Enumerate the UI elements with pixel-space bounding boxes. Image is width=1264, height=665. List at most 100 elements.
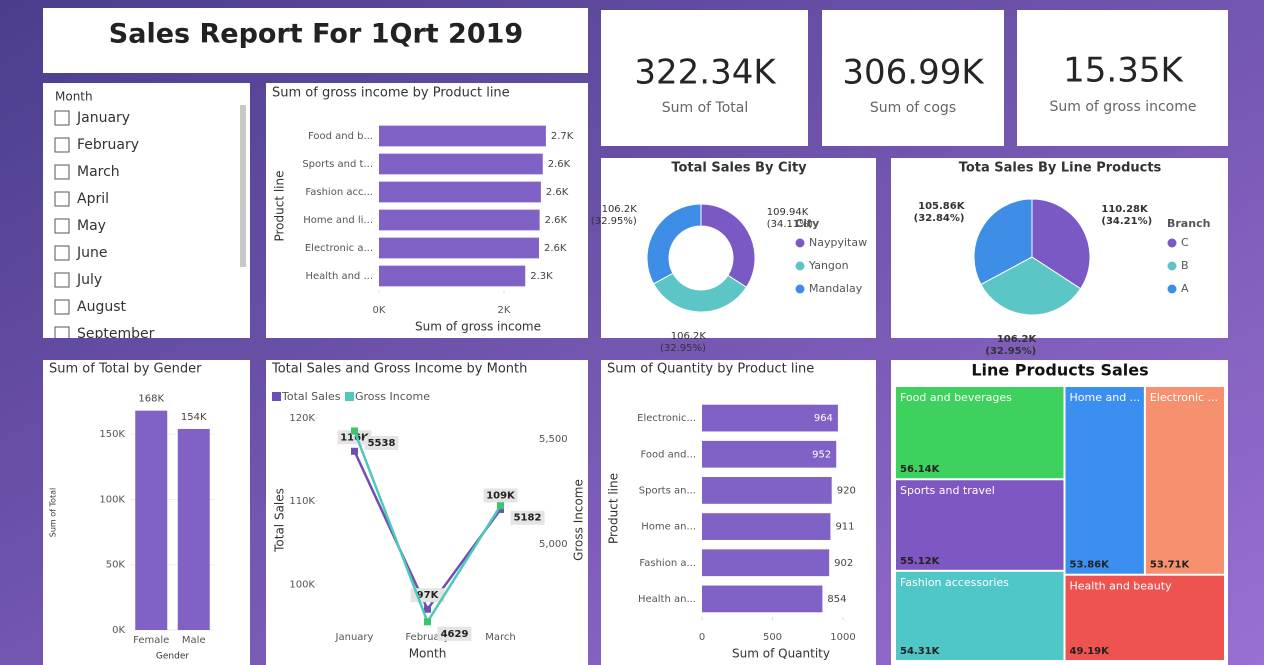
x-tick-label: Male (182, 635, 206, 646)
point (351, 427, 358, 435)
slicer-item: September (77, 326, 155, 342)
legend-marker (1167, 261, 1177, 271)
kpi-card (1017, 10, 1228, 146)
checkbox[interactable] (54, 326, 70, 341)
cell-label: Fashion accessories (900, 576, 1009, 589)
point (497, 502, 504, 510)
title-panel (43, 8, 588, 73)
slice (646, 203, 702, 285)
cell-value: 56.14K (900, 464, 941, 475)
y-tick-label: Health and ... (305, 271, 373, 282)
legend-label: A (1181, 282, 1189, 295)
y-tick-label: 120K (289, 413, 315, 424)
treemap-cell (1145, 387, 1224, 574)
y2-tick-label: 5,500 (539, 434, 568, 445)
y-tick-label: Electronic... (637, 413, 696, 424)
cell-label: Electronic ... (1150, 391, 1218, 404)
chart-title: Total Sales By City (671, 161, 807, 176)
checkbox[interactable] (54, 299, 70, 315)
slicer-panel (43, 83, 250, 338)
bar (702, 513, 831, 540)
y-axis-title: Total Sales (273, 488, 287, 553)
slicer-title: Month (55, 90, 93, 104)
point (497, 505, 504, 513)
data-label: 2.6K (544, 243, 567, 254)
x-tick-label: February (405, 632, 449, 643)
legend-marker (795, 261, 805, 271)
legend-marker (1167, 238, 1177, 248)
data-label: 920 (837, 485, 856, 496)
y-tick-label: Sports an... (639, 485, 696, 496)
scrollbar[interactable] (240, 105, 246, 267)
x-tick-label: 0K (373, 305, 386, 316)
y-tick-label: Home an... (641, 522, 696, 533)
data-label: 911 (835, 522, 854, 533)
bar (379, 265, 526, 287)
kpi-label: Sum of Total (662, 100, 749, 116)
data-label: 116K (340, 432, 370, 443)
data-label: (34.11%) (767, 219, 813, 230)
checkbox[interactable] (54, 218, 70, 234)
data-label: 106.2K (671, 331, 707, 342)
kpi-card (601, 10, 808, 146)
checkbox[interactable] (54, 245, 70, 261)
y-tick-label: 100K (289, 579, 315, 590)
data-label: (34.21%) (1101, 216, 1152, 227)
slicer-item: February (77, 137, 139, 153)
legend-label: B (1181, 259, 1189, 272)
y-tick-label: 50K (106, 560, 126, 571)
data-label: (32.95%) (985, 346, 1036, 357)
y-tick-label: Sports and t... (302, 159, 373, 170)
kpi-card (822, 10, 1004, 146)
data-label: 952 (812, 449, 831, 460)
bar (379, 209, 540, 231)
cell-value: 55.12K (900, 556, 941, 567)
checkbox[interactable] (54, 272, 70, 288)
data-label: 902 (834, 558, 853, 569)
label-bg (337, 430, 372, 445)
bar (379, 181, 541, 203)
kpi-value: 322.34K (634, 53, 777, 93)
checkbox[interactable] (54, 191, 70, 207)
legend-label: Gross Income (355, 390, 430, 403)
data-label: 2.6K (545, 215, 568, 226)
checkbox[interactable] (54, 137, 70, 153)
y2-tick-label: 5,000 (539, 539, 568, 550)
kpi-label: Sum of gross income (1049, 99, 1196, 115)
y-tick-label: Fashion a... (639, 558, 696, 569)
chart-title: Total Sales and Gross Income by Month (271, 362, 527, 377)
x-axis-title: Gender (156, 652, 189, 662)
data-label: 2.6K (548, 159, 571, 170)
legend-marker (1167, 284, 1177, 294)
data-label: 4629 (441, 629, 469, 640)
y-axis-title: Product line (607, 473, 621, 544)
slicer-item: May (77, 218, 106, 234)
checkbox[interactable] (54, 110, 70, 126)
chart-title: Line Products Sales (971, 361, 1148, 380)
data-label: 2.3K (530, 271, 553, 282)
legend-marker (795, 284, 805, 294)
checkbox[interactable] (54, 164, 70, 180)
data-label: (32.84%) (914, 213, 965, 224)
slicer-item: June (76, 245, 108, 261)
x-tick-label: 2K (498, 305, 511, 316)
cell-label: Health and beauty (1070, 580, 1173, 593)
legend-label: Total Sales (281, 390, 341, 403)
slicer-item: March (77, 164, 120, 180)
treemap-cell (1065, 387, 1144, 574)
data-label: 5538 (368, 438, 396, 449)
bar (379, 125, 546, 147)
x-tick-label: 500 (763, 632, 782, 643)
bar (135, 410, 168, 630)
cell-value: 49.19K (1070, 646, 1111, 657)
slicer-list: January February March April May June July Augu… (54, 110, 155, 342)
legend-label: Naypyitaw (809, 236, 867, 249)
data-label: 97K (417, 590, 440, 601)
y-tick-label: Home and li... (303, 215, 373, 226)
legend-label: C (1181, 236, 1189, 249)
data-label: 168K (138, 394, 164, 405)
y2-axis-title: Gross Income (572, 479, 586, 561)
y-tick-label: 110K (289, 496, 315, 507)
point (351, 447, 358, 455)
